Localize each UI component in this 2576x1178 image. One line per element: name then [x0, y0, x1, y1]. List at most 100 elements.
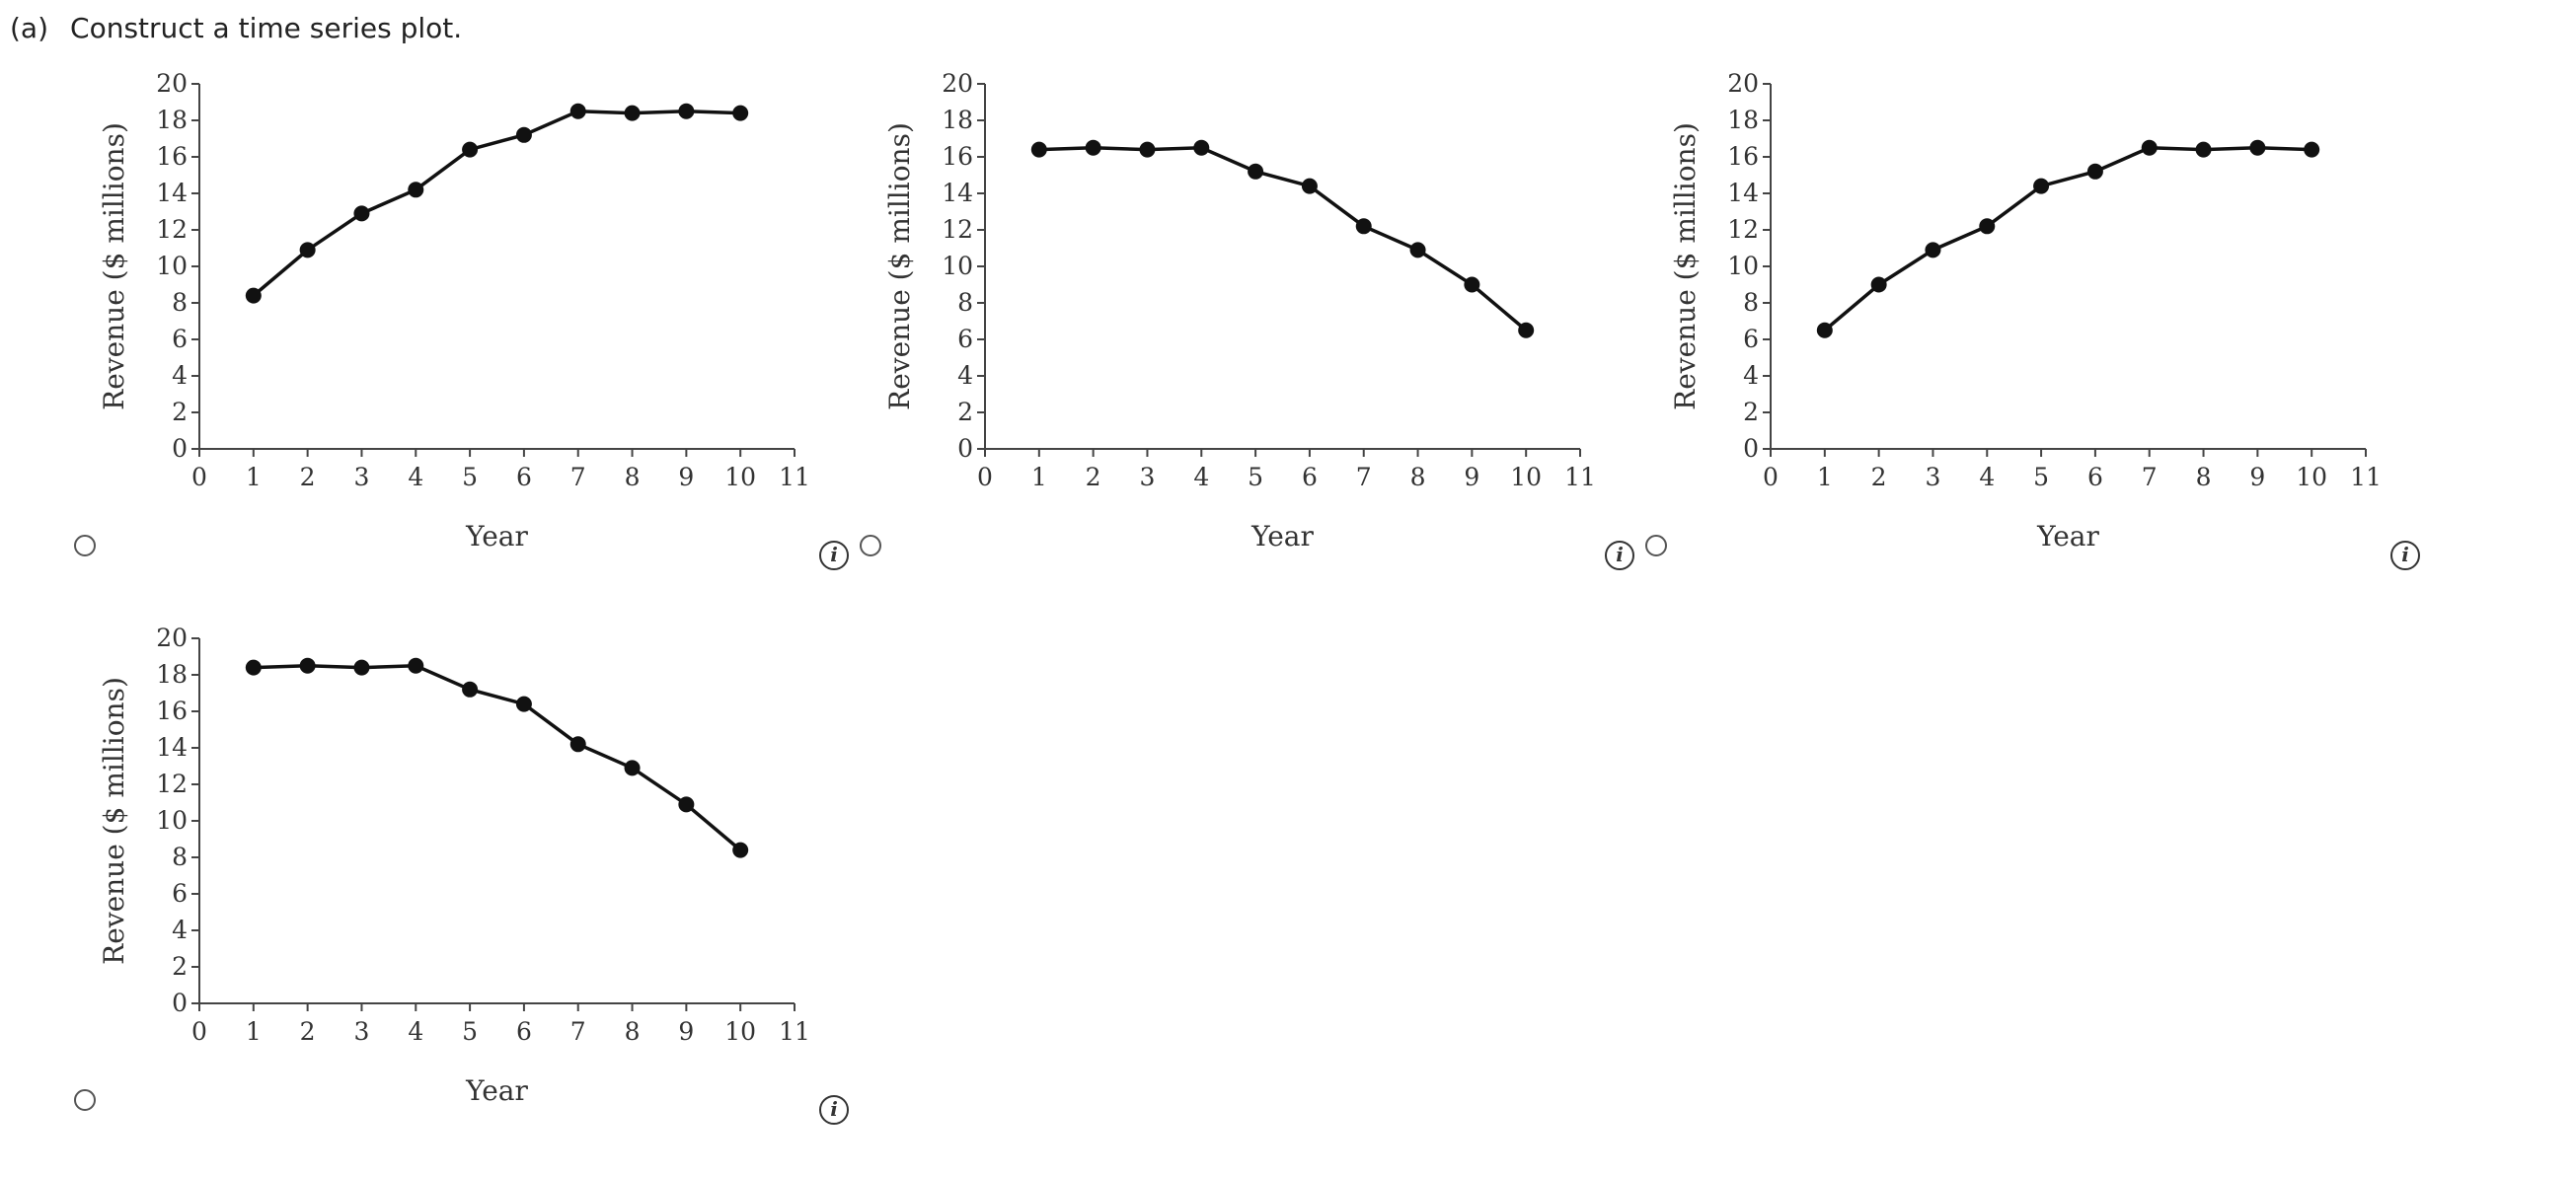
x-tick-label: 9 [2249, 463, 2265, 491]
y-tick-label: 0 [172, 434, 188, 463]
x-tick-label: 5 [1248, 463, 1263, 491]
x-tick-label: 3 [354, 1017, 370, 1046]
data-point [299, 242, 316, 258]
y-axis-title: Revenue ($ millions) [98, 122, 130, 410]
y-tick-label: 10 [1727, 252, 1759, 280]
y-axis-title: Revenue ($ millions) [1669, 122, 1702, 410]
y-tick-label: 20 [156, 624, 188, 652]
x-tick-label: 7 [570, 463, 586, 491]
y-tick-label: 0 [172, 989, 188, 1017]
x-tick-label: 1 [1817, 463, 1833, 491]
x-tick-label: 11 [2350, 463, 2382, 491]
y-tick-label: 8 [172, 288, 188, 317]
data-point [569, 103, 586, 119]
x-tick-label: 5 [2033, 463, 2049, 491]
x-tick-label: 0 [1763, 463, 1779, 491]
y-tick-label: 10 [156, 252, 188, 280]
x-tick-label: 11 [1564, 463, 1596, 491]
data-point [515, 696, 532, 712]
question-header: (a) Construct a time series plot. [10, 12, 462, 44]
x-tick-label: 2 [300, 463, 316, 491]
x-tick-label: 10 [724, 463, 756, 491]
data-point [678, 796, 695, 813]
answer-option-a: 0 2 4 6 8 10 12 14 16 18 20 0 1 2 3 4 5 6 7 8 9 10 11 Year Reven… [0, 59, 849, 612]
y-tick-label: 2 [1743, 398, 1759, 426]
data-point [462, 141, 479, 158]
x-axis-title: Year [2036, 520, 2099, 552]
x-tick-label: 11 [779, 1017, 810, 1046]
data-point [1409, 242, 1426, 258]
x-tick-label: 8 [2196, 463, 2212, 491]
data-point [353, 659, 370, 676]
data-point [299, 657, 316, 674]
answer-option-b: 0 2 4 6 8 10 12 14 16 18 20 0 1 2 3 4 5 6 7 8 9 10 11 Year Reven… [786, 59, 1634, 612]
y-tick-label: 6 [172, 325, 188, 353]
x-tick-label: 8 [1410, 463, 1426, 491]
x-tick-label: 1 [1031, 463, 1047, 491]
data-point [678, 103, 695, 119]
data-point [1925, 242, 1941, 258]
option-b-info-icon[interactable]: i [1605, 541, 1634, 570]
option-d-radio[interactable] [74, 1089, 96, 1111]
series-line [1823, 145, 2312, 332]
y-tick-label: 4 [172, 916, 188, 944]
x-axis-title: Year [1250, 520, 1314, 552]
x-tick-label: 7 [2142, 463, 2158, 491]
x-tick-label: 6 [516, 1017, 532, 1046]
y-tick-label: 4 [957, 361, 973, 390]
data-point [1139, 141, 1156, 158]
x-tick-label: 1 [246, 1017, 262, 1046]
x-tick-label: 8 [625, 463, 641, 491]
option-a-info-icon[interactable]: i [819, 541, 849, 570]
data-point [1085, 139, 1101, 156]
y-tick-label: 6 [957, 325, 973, 353]
y-tick-label: 4 [1743, 361, 1759, 390]
y-tick-label: 6 [1743, 325, 1759, 353]
data-point [2195, 141, 2212, 158]
data-point [2249, 139, 2266, 156]
y-tick-label: 18 [156, 106, 188, 134]
x-tick-label: 6 [2087, 463, 2103, 491]
option-c-radio[interactable] [1645, 535, 1667, 556]
x-tick-label: 6 [1302, 463, 1318, 491]
data-point [1518, 322, 1535, 338]
data-point [1816, 322, 1833, 338]
data-point [245, 287, 262, 304]
y-tick-label: 12 [156, 770, 188, 798]
x-tick-label: 4 [1979, 463, 1995, 491]
y-tick-label: 16 [156, 697, 188, 725]
question-prompt: Construct a time series plot. [70, 12, 463, 44]
data-point [1301, 178, 1318, 194]
data-point [1870, 276, 1887, 293]
series-line [252, 109, 741, 297]
y-tick-label: 14 [156, 733, 188, 762]
y-tick-label: 20 [942, 69, 973, 98]
option-c-info-icon[interactable]: i [2390, 541, 2420, 570]
y-tick-label: 14 [156, 179, 188, 207]
data-point [732, 842, 749, 858]
option-b-radio[interactable] [860, 535, 881, 556]
x-tick-label: 4 [408, 1017, 423, 1046]
y-tick-label: 4 [172, 361, 188, 390]
option-d-info-icon[interactable]: i [819, 1095, 849, 1125]
x-tick-label: 9 [678, 1017, 694, 1046]
y-tick-label: 2 [172, 398, 188, 426]
x-tick-label: 10 [2296, 463, 2327, 491]
y-tick-label: 0 [957, 434, 973, 463]
option-a-radio[interactable] [74, 535, 96, 556]
data-point [1979, 218, 1996, 235]
y-tick-label: 16 [1727, 142, 1759, 171]
y-tick-label: 12 [942, 215, 973, 244]
x-tick-label: 8 [625, 1017, 641, 1046]
data-point [1248, 163, 1264, 180]
data-point [2033, 178, 2050, 194]
y-tick-label: 18 [156, 660, 188, 689]
x-tick-label: 7 [1356, 463, 1372, 491]
data-point [408, 182, 424, 198]
data-point [2141, 139, 2158, 156]
data-point [569, 736, 586, 753]
y-tick-label: 14 [1727, 179, 1759, 207]
data-point [624, 760, 641, 776]
